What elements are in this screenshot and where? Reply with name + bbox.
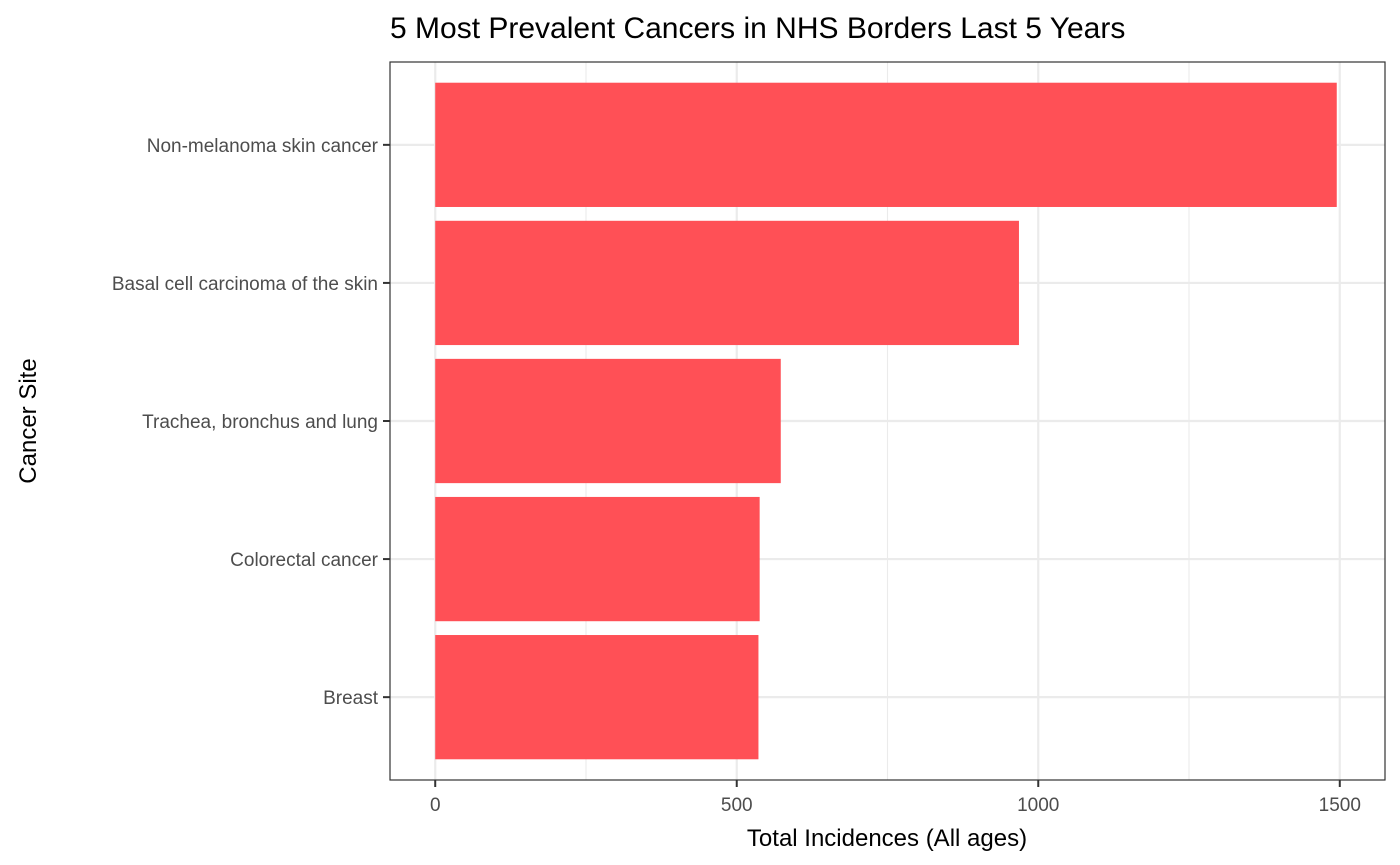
bar <box>435 496 760 622</box>
chart-title: 5 Most Prevalent Cancers in NHS Borders … <box>390 12 1125 45</box>
y-axis-title: Cancer Site <box>15 358 42 483</box>
y-tick-label: Non-melanoma skin cancer <box>147 136 379 157</box>
x-axis-title: Total Incidences (All ages) <box>747 825 1027 852</box>
x-tick-label: 0 <box>430 795 441 816</box>
tick-marks <box>383 143 1341 787</box>
bar <box>435 635 759 760</box>
y-tick-label: Colorectal cancer <box>230 550 379 571</box>
x-tick-label: 1000 <box>1017 795 1059 816</box>
y-tick-label: Breast <box>323 688 379 709</box>
bar <box>435 220 1019 346</box>
x-tick-label: 500 <box>721 795 753 816</box>
y-axis-tick-labels: Non-melanoma skin cancer Basal cell carci… <box>112 136 379 709</box>
bar <box>435 358 781 484</box>
y-tick-label: Trachea, bronchus and lung <box>142 412 378 433</box>
x-tick-label: 1500 <box>1319 795 1361 816</box>
x-axis-tick-labels: 0 500 1000 1500 <box>430 795 1361 816</box>
bar <box>435 82 1337 207</box>
y-tick-label: Basal cell carcinoma of the skin <box>112 274 378 295</box>
bars <box>435 82 1337 760</box>
